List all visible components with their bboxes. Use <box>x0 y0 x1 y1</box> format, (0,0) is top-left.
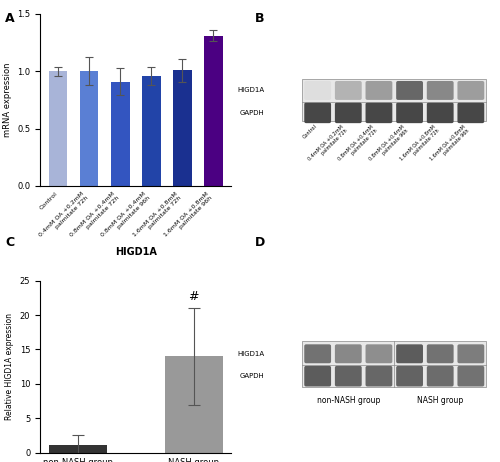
Text: B: B <box>255 12 264 24</box>
FancyBboxPatch shape <box>304 344 331 363</box>
FancyBboxPatch shape <box>304 103 331 123</box>
Text: A: A <box>5 12 15 24</box>
FancyBboxPatch shape <box>366 344 392 363</box>
FancyBboxPatch shape <box>335 103 361 123</box>
Text: Control: Control <box>302 124 318 140</box>
Text: 0.8mM OA +0.4mM
palmitate 72h: 0.8mM OA +0.4mM palmitate 72h <box>338 124 379 165</box>
Text: 0.4mM OA +0.2mM
palmitate 72h: 0.4mM OA +0.2mM palmitate 72h <box>307 124 348 165</box>
FancyBboxPatch shape <box>427 81 454 100</box>
FancyBboxPatch shape <box>458 81 484 100</box>
Y-axis label: Relative HIGD1A expression: Relative HIGD1A expression <box>5 313 14 420</box>
FancyBboxPatch shape <box>302 79 486 121</box>
Bar <box>173 70 192 186</box>
FancyBboxPatch shape <box>396 366 423 387</box>
FancyBboxPatch shape <box>458 103 484 123</box>
FancyBboxPatch shape <box>396 344 423 363</box>
Text: NASH group: NASH group <box>417 396 464 405</box>
FancyBboxPatch shape <box>335 366 361 387</box>
FancyBboxPatch shape <box>396 103 423 123</box>
FancyBboxPatch shape <box>396 81 423 100</box>
Bar <box>142 76 161 186</box>
Text: C: C <box>5 236 14 249</box>
FancyBboxPatch shape <box>427 103 454 123</box>
FancyBboxPatch shape <box>458 344 484 363</box>
Text: #: # <box>188 290 199 303</box>
Y-axis label: mRNA expression: mRNA expression <box>2 63 12 137</box>
FancyBboxPatch shape <box>427 366 454 387</box>
Bar <box>80 71 98 186</box>
FancyBboxPatch shape <box>335 344 361 363</box>
Text: 1.6mM OA +0.8mM
palmitate 96h: 1.6mM OA +0.8mM palmitate 96h <box>430 124 471 165</box>
Text: HIGD1A: HIGD1A <box>237 87 264 93</box>
Text: HIGD1A: HIGD1A <box>237 351 264 357</box>
FancyBboxPatch shape <box>366 81 392 100</box>
FancyBboxPatch shape <box>366 366 392 387</box>
Text: GAPDH: GAPDH <box>240 110 264 116</box>
FancyBboxPatch shape <box>302 341 486 387</box>
Bar <box>204 36 223 186</box>
FancyBboxPatch shape <box>458 366 484 387</box>
Text: GAPDH: GAPDH <box>240 373 264 379</box>
Bar <box>48 71 68 186</box>
X-axis label: HIGD1A: HIGD1A <box>115 247 156 257</box>
Text: non-NASH group: non-NASH group <box>316 396 380 405</box>
Bar <box>165 356 223 453</box>
Text: 0.8mM OA +0.4mM
palmitate 96h: 0.8mM OA +0.4mM palmitate 96h <box>368 124 410 165</box>
FancyBboxPatch shape <box>335 81 361 100</box>
Text: 1.6mM OA +0.8mM
palmitate 72h: 1.6mM OA +0.8mM palmitate 72h <box>398 124 440 165</box>
Bar <box>111 82 130 186</box>
Bar <box>48 445 106 453</box>
FancyBboxPatch shape <box>304 81 331 100</box>
FancyBboxPatch shape <box>427 344 454 363</box>
Text: D: D <box>255 236 265 249</box>
FancyBboxPatch shape <box>304 366 331 387</box>
FancyBboxPatch shape <box>366 103 392 123</box>
